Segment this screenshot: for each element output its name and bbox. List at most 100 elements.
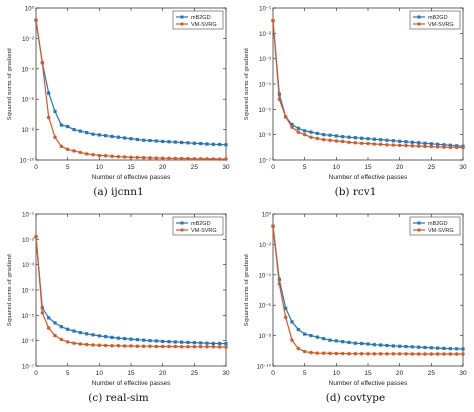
point-vm-svrg xyxy=(309,135,313,139)
point-vm-svrg xyxy=(302,132,307,137)
x-axis-label: Number of effective passes xyxy=(329,174,408,181)
legend-label: VM-SVRG xyxy=(191,22,217,28)
point-mb2gd xyxy=(436,346,440,350)
point-vm-svrg xyxy=(34,235,38,239)
x-axis-label: Number of effective passes xyxy=(92,174,171,181)
point-vm-svrg xyxy=(148,344,152,348)
chart-ijcnn1: 10⁻¹⁰ 10⁻⁸ 10⁻⁶ 10⁻⁴ 10⁻² 10⁰ 0 5 10 15 20 25 30 Numb… xyxy=(7,6,230,182)
point-vm-svrg xyxy=(416,144,421,148)
y-tick-label: 10⁻² xyxy=(259,32,271,38)
point-vm-svrg xyxy=(461,352,465,356)
point-mb2gd xyxy=(423,345,427,350)
point-mb2gd xyxy=(442,346,446,350)
point-vm-svrg xyxy=(198,345,203,349)
point-vm-svrg xyxy=(435,352,440,356)
point-vm-svrg xyxy=(160,156,165,160)
point-mb2gd xyxy=(296,327,300,332)
panel-ijcnn1: 10⁻¹⁰ 10⁻⁸ 10⁻⁶ 10⁻⁴ 10⁻² 10⁰ 0 5 10 15 20 25 30 Numb… xyxy=(0,0,237,206)
point-vm-svrg xyxy=(141,156,146,160)
y-axis-label: Squared norm of gradient xyxy=(7,253,13,326)
point-vm-svrg xyxy=(340,351,345,356)
chart-rcv1: 10⁻⁷ 10⁻⁶ 10⁻⁵ 10⁻⁴ 10⁻³ 10⁻² 10⁻¹ 0 5 10 15 20 25 30… xyxy=(244,7,467,182)
y-tick-label: 10⁻² xyxy=(259,243,271,249)
point-mb2gd xyxy=(142,338,146,342)
point-vm-svrg xyxy=(129,155,133,159)
x-tick-label: 20 xyxy=(159,370,167,377)
x-axis-label: Number of effective passes xyxy=(92,380,171,387)
point-vm-svrg xyxy=(72,341,76,345)
point-vm-svrg xyxy=(141,344,146,348)
x-tick-label: 0 xyxy=(271,370,275,377)
point-mb2gd xyxy=(417,345,421,349)
point-mb2gd xyxy=(205,341,209,345)
point-vm-svrg xyxy=(135,155,140,160)
chart-real-sim: 10⁻⁷ 10⁻⁶ 10⁻⁵ 10⁻⁴ 10⁻³ 10⁻² 10⁻¹ 0 5 10 15 20 25 30… xyxy=(7,213,230,388)
point-vm-svrg xyxy=(429,144,434,149)
point-vm-svrg xyxy=(129,344,133,348)
point-mb2gd xyxy=(97,334,101,338)
point-mb2gd xyxy=(218,142,222,147)
point-vm-svrg xyxy=(103,154,108,158)
point-vm-svrg xyxy=(391,143,396,147)
point-mb2gd xyxy=(341,340,345,344)
point-mb2gd xyxy=(66,327,70,331)
point-vm-svrg xyxy=(404,143,408,148)
point-vm-svrg xyxy=(378,352,383,356)
point-vm-svrg xyxy=(198,157,203,161)
point-vm-svrg xyxy=(372,352,377,356)
point-vm-svrg xyxy=(78,342,83,346)
point-vm-svrg xyxy=(372,142,377,146)
point-vm-svrg xyxy=(167,344,171,349)
point-vm-svrg xyxy=(154,156,159,160)
point-mb2gd xyxy=(391,344,395,348)
point-mb2gd xyxy=(398,139,402,143)
x-tick-label: 25 xyxy=(191,164,199,171)
point-mb2gd xyxy=(205,142,209,146)
point-mb2gd xyxy=(315,335,319,339)
point-mb2gd xyxy=(161,339,165,344)
point-mb2gd xyxy=(379,343,383,347)
point-vm-svrg xyxy=(91,152,95,157)
point-mb2gd xyxy=(347,340,351,345)
point-mb2gd xyxy=(290,320,294,324)
point-mb2gd xyxy=(309,334,313,338)
x-tick-label: 25 xyxy=(428,164,436,171)
y-tick-label: 10⁻⁴ xyxy=(22,66,35,73)
x-tick-label: 30 xyxy=(459,164,467,171)
point-mb2gd xyxy=(59,123,63,127)
point-vm-svrg xyxy=(309,350,313,355)
caption-covtype: (d) covtype xyxy=(325,392,386,404)
point-vm-svrg xyxy=(429,352,434,356)
chart-covtype: 10⁻¹⁰ 10⁻⁸ 10⁻⁶ 10⁻⁴ 10⁻² 10⁰ 0 5 10 15 20 25 30 Numb… xyxy=(244,212,467,388)
point-mb2gd xyxy=(436,142,440,146)
y-tick-label: 10⁻² xyxy=(22,238,34,244)
point-mb2gd xyxy=(303,332,307,336)
point-vm-svrg xyxy=(116,344,121,348)
point-vm-svrg xyxy=(404,352,408,356)
point-mb2gd xyxy=(142,138,146,142)
point-vm-svrg xyxy=(359,141,364,145)
y-tick-label: 10⁻⁴ xyxy=(259,82,272,89)
point-mb2gd xyxy=(135,137,139,142)
x-tick-label: 20 xyxy=(396,370,404,377)
panel-rcv1: 10⁻⁷ 10⁻⁶ 10⁻⁵ 10⁻⁴ 10⁻³ 10⁻² 10⁻¹ 0 5 10 15 20 25 30… xyxy=(237,0,474,206)
caption-real-sim: (c) real-sim xyxy=(88,392,149,404)
y-axis-label: Squared norm of gradient xyxy=(7,47,13,120)
point-mb2gd xyxy=(199,141,203,146)
point-mb2gd xyxy=(290,122,294,127)
point-vm-svrg xyxy=(53,135,57,139)
legend-marker xyxy=(417,22,421,26)
caption-ijcnn1: (a) ijcnn1 xyxy=(93,186,144,198)
point-vm-svrg xyxy=(353,141,358,145)
panel-real-sim: 10⁻⁷ 10⁻⁶ 10⁻⁵ 10⁻⁴ 10⁻³ 10⁻² 10⁻¹ 0 5 10 15 20 25 30… xyxy=(0,206,237,412)
y-tick-label: 10⁻¹ xyxy=(259,7,271,13)
point-vm-svrg xyxy=(397,143,402,148)
x-tick-label: 15 xyxy=(364,164,372,171)
point-vm-svrg xyxy=(290,338,294,342)
point-mb2gd xyxy=(379,138,383,142)
point-vm-svrg xyxy=(397,352,402,356)
point-vm-svrg xyxy=(40,311,45,315)
point-vm-svrg xyxy=(347,351,351,356)
point-vm-svrg xyxy=(167,156,171,161)
